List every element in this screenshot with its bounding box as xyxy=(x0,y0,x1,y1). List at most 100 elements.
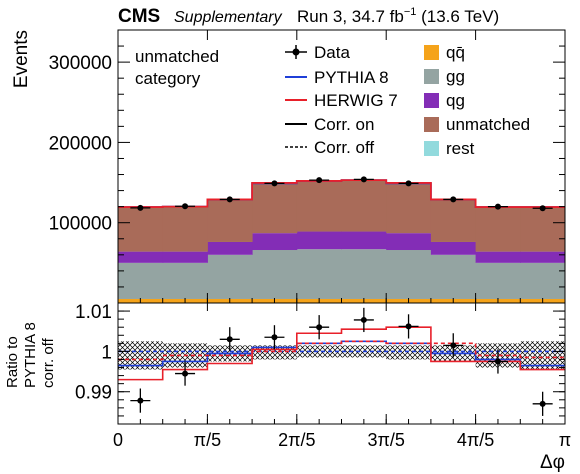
ratio-line-HERWIG-7-corr-off xyxy=(118,340,565,361)
supplementary-label: Supplementary xyxy=(174,9,283,26)
stack-bar-unmatched-3 xyxy=(252,183,298,234)
stack-bar-unmatched-0 xyxy=(118,206,164,252)
ratio-data-point-8 xyxy=(494,358,501,365)
legend-gg-label: gg xyxy=(446,67,465,86)
legend-unmatched-label: unmatched xyxy=(446,115,530,134)
stack-bar-gg-5 xyxy=(341,249,387,299)
stack-bar-gg-3 xyxy=(252,250,298,299)
ratio-x-axis-title: Δφ xyxy=(540,452,565,473)
ratio-data-point-7 xyxy=(450,342,457,349)
stack-bar-gg-8 xyxy=(475,262,521,299)
ratio-mc-lines xyxy=(118,326,565,381)
cms-label: CMS xyxy=(118,6,160,27)
ratio-data-point-5 xyxy=(360,316,367,323)
category-annotation-line2: category xyxy=(135,69,201,88)
stack-bar-qg-8 xyxy=(475,251,521,263)
stack-bar-qg-6 xyxy=(386,233,432,251)
main-data-point-9 xyxy=(539,205,546,212)
stack-bar-gg-6 xyxy=(386,250,432,299)
main-data-point-5 xyxy=(360,176,367,183)
stack-bar-gg-1 xyxy=(162,262,208,299)
ratio-data-point-4 xyxy=(316,324,323,331)
ratio-band-bin-6 xyxy=(386,345,431,360)
legend-herwig-label: HERWIG 7 xyxy=(314,91,398,110)
stack-bar-qg-3 xyxy=(252,233,298,251)
main-y-axis-title: Events xyxy=(11,30,32,88)
ratio-xtick-label-2: 2π/5 xyxy=(278,430,315,450)
legend: Data PYTHIA 8 HERWIG 7 Corr. on Corr. of… xyxy=(285,43,530,158)
ratio-ytick-label-1: 1 xyxy=(101,342,112,363)
ratio-ytick-label-2: 1.01 xyxy=(75,302,112,323)
legend-qqbar-swatch xyxy=(424,45,439,60)
main-data-point-4 xyxy=(316,177,323,184)
main-data-point-1 xyxy=(182,203,189,210)
legend-rest-swatch xyxy=(424,141,439,156)
stack-bar-unmatched-5 xyxy=(341,180,387,232)
ratio-x-axis: 0 π/5 2π/5 3π/5 4π/5 π xyxy=(113,298,571,450)
stack-bar-unmatched-2 xyxy=(207,199,253,242)
stack-bar-qg-1 xyxy=(162,251,208,263)
main-data-point-2 xyxy=(226,196,233,203)
ratio-xtick-label-3: 3π/5 xyxy=(367,430,404,450)
main-data-point-8 xyxy=(494,203,501,210)
legend-corr-off-label: Corr. off xyxy=(314,138,374,157)
main-panel: 100000 200000 300000 Events xyxy=(11,29,566,304)
main-ytick-label-2: 300000 xyxy=(49,53,112,74)
main-line-HERWIG-7 xyxy=(118,179,565,208)
ratio-data-point-1 xyxy=(182,370,189,377)
legend-rest-label: rest xyxy=(446,139,475,158)
ratio-data-point-6 xyxy=(405,323,412,330)
legend-corr-on-label: Corr. on xyxy=(314,115,374,134)
stack-bar-unmatched-1 xyxy=(162,206,208,252)
ratio-xtick-label-4: 4π/5 xyxy=(457,430,494,450)
lumi-label: Run 3, 34.7 fb−1 (13.6 TeV) xyxy=(297,6,499,26)
legend-unmatched-swatch xyxy=(424,117,439,132)
stack-bar-unmatched-7 xyxy=(430,199,477,242)
stack-layer xyxy=(118,180,566,303)
legend-qqbar-label: qq̄ xyxy=(446,43,465,62)
ratio-data-points xyxy=(130,307,553,416)
stack-bar-qg-2 xyxy=(207,241,253,255)
stack-bar-qg-0 xyxy=(118,251,164,263)
legend-gg-swatch xyxy=(424,69,439,84)
stack-bar-unmatched-4 xyxy=(296,180,343,232)
ratio-xtick-label-1: π/5 xyxy=(194,430,221,450)
main-y-axis: 100000 200000 300000 xyxy=(49,45,565,288)
legend-data-label: Data xyxy=(314,43,350,62)
ratio-band-bin-4 xyxy=(296,345,342,358)
ratio-data-point-0 xyxy=(137,397,144,404)
category-annotation-line1: unmatched xyxy=(135,47,219,66)
legend-qg-label: qg xyxy=(446,91,465,110)
stack-bar-qg-4 xyxy=(296,231,343,250)
legend-pythia-label: PYTHIA 8 xyxy=(314,68,389,87)
ratio-line-HERWIG-7-corr-on xyxy=(118,326,565,381)
main-data-points xyxy=(130,176,553,212)
stack-bar-gg-7 xyxy=(430,254,477,299)
stack-bar-gg-4 xyxy=(296,249,343,299)
ratio-y-axis-title: Ratio toPYTHIA 8corr. off xyxy=(4,322,57,388)
stack-bar-unmatched-9 xyxy=(520,206,566,252)
main-data-point-7 xyxy=(450,196,457,203)
ratio-data-point-3 xyxy=(271,334,278,341)
stack-bar-qg-9 xyxy=(520,251,566,263)
ratio-xtick-label-5: π xyxy=(559,430,571,450)
ratio-data-point-2 xyxy=(226,336,233,343)
main-data-point-0 xyxy=(137,204,144,211)
stack-bar-gg-0 xyxy=(118,262,164,299)
ratio-panel: 0.99 1 1.01 0 π/5 2π/5 3π/5 4π/5 π Ratio toPYTH… xyxy=(4,298,571,473)
main-mc-lines xyxy=(118,179,565,208)
main-data-point-6 xyxy=(405,180,412,187)
stack-bar-gg-2 xyxy=(207,254,253,299)
ratio-data-point-9 xyxy=(539,400,546,407)
main-ytick-label-0: 100000 xyxy=(49,214,112,235)
legend-data-marker xyxy=(285,45,307,59)
stack-bar-gg-9 xyxy=(520,262,566,299)
stack-bar-unmatched-8 xyxy=(475,206,521,252)
stack-bar-unmatched-6 xyxy=(386,183,432,234)
ratio-ytick-label-0: 0.99 xyxy=(75,383,112,404)
ratio-y-axis: 0.99 1 1.01 xyxy=(75,302,565,417)
legend-qg-swatch xyxy=(424,93,439,108)
stack-bar-qg-5 xyxy=(341,231,387,250)
stack-bar-qg-7 xyxy=(430,241,477,255)
